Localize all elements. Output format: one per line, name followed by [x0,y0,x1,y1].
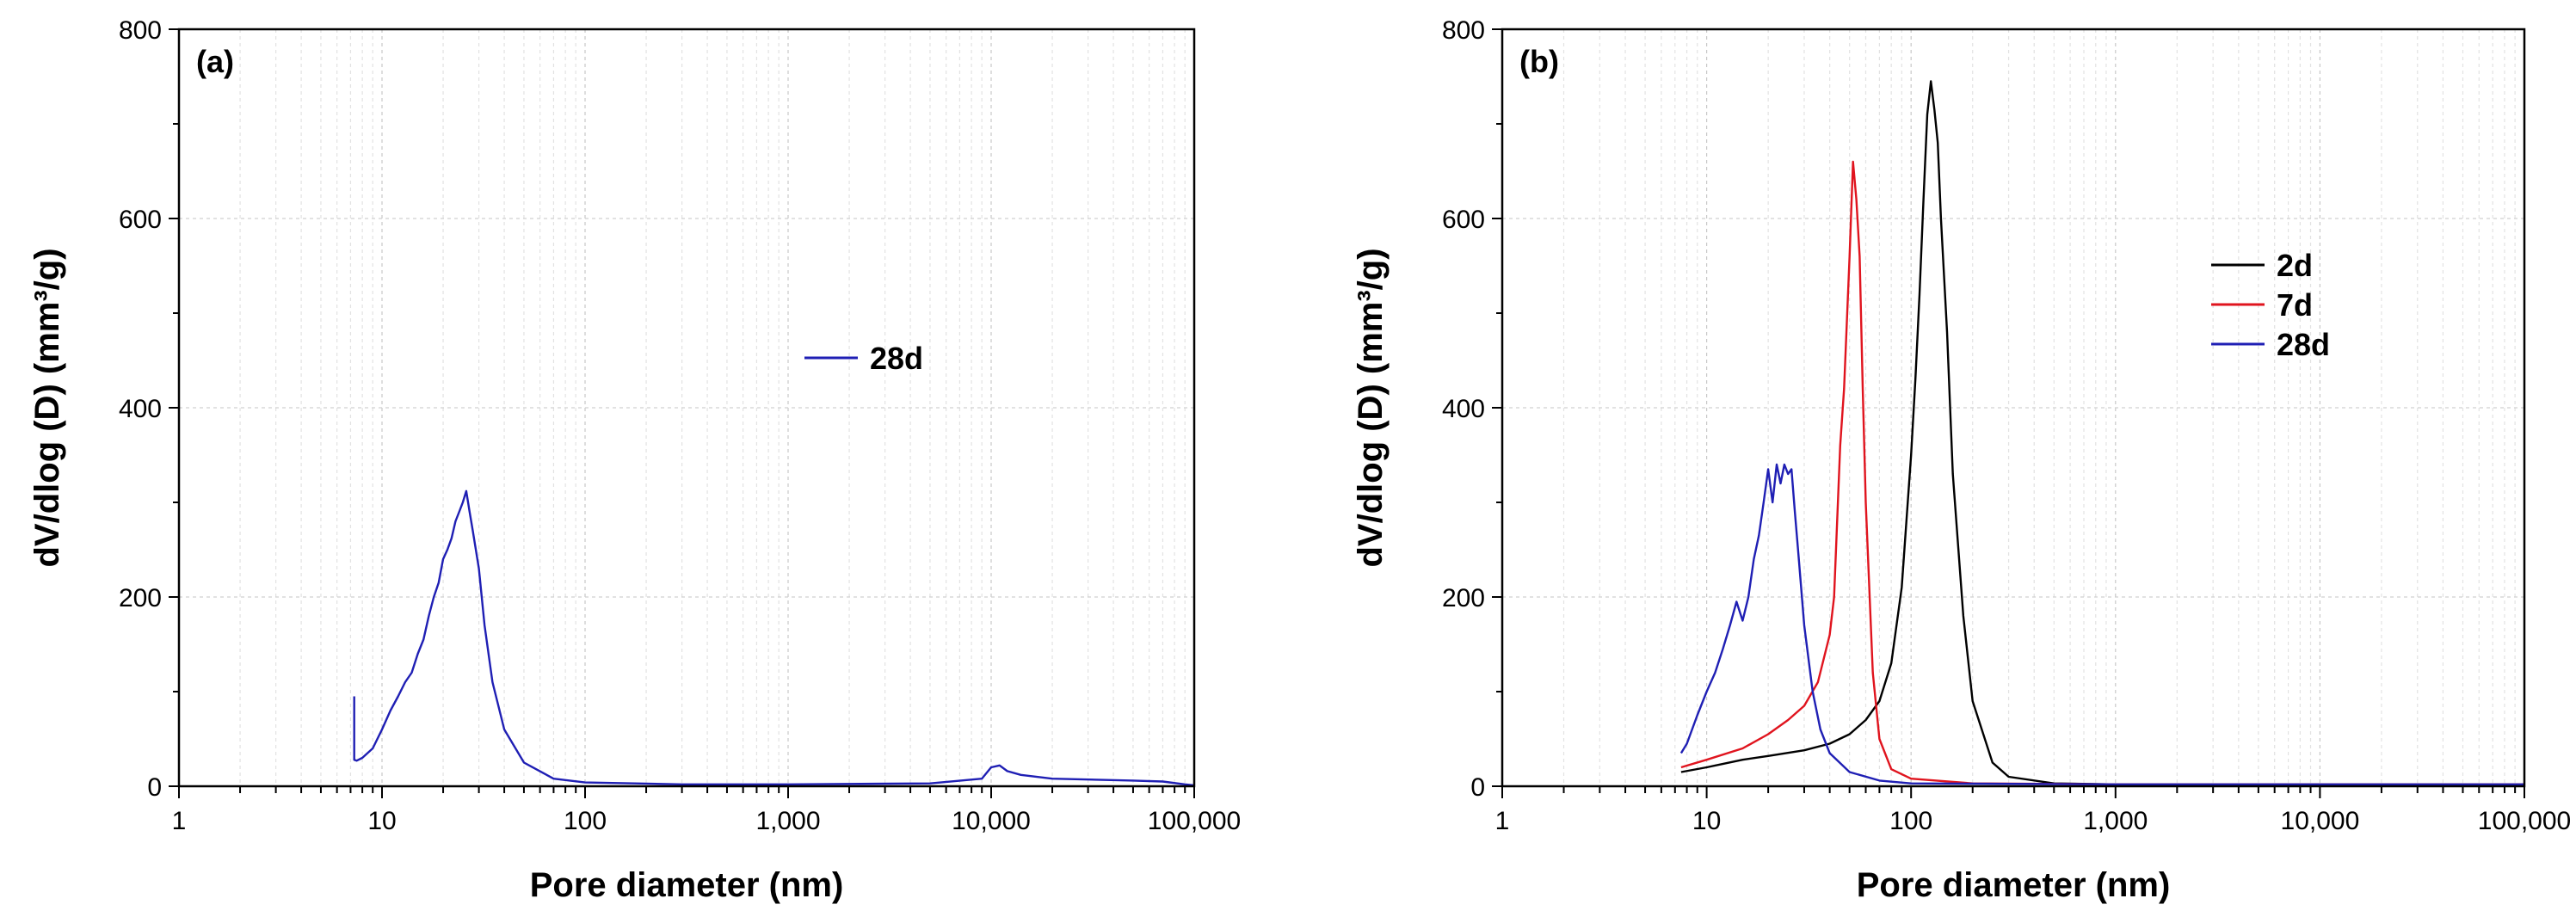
legend: 2d 7d 28d [2211,248,2330,362]
x-axis-label: Pore diameter (nm) [1857,866,2171,904]
x-tick-label: 100 [1889,807,1932,835]
series-line-28d [1679,463,2524,785]
chart-panel-0: 1 10 100 1,000 10,000 100,000 0 200 400 600 800 Por… [28,16,1241,904]
panel-label: (b) [1519,44,1559,79]
grid [1502,29,2524,786]
y-tick-label: 800 [119,16,162,45]
y-axis-label: dV/dlog (D) (mm³/g) [28,248,66,567]
x-tick-label: 10,000 [2281,807,2360,835]
panel-label: (a) [196,44,234,79]
legend: 28d [804,341,923,376]
legend-label: 28d [2277,327,2330,362]
x-tick-label: 100,000 [2478,807,2571,835]
legend-label: 28d [870,341,923,376]
x-tick-label: 100 [564,807,607,835]
y-tick-label: 600 [119,206,162,234]
legend-label: 2d [2277,248,2313,283]
y-tick-label: 400 [119,395,162,423]
x-tick-label: 10 [367,807,396,835]
y-tick-label: 200 [1442,584,1485,612]
x-tick-label: 1,000 [755,807,820,835]
chart-panel-1: 1 10 100 1,000 10,000 100,000 0 200 400 600 800 Por… [1352,16,2571,904]
y-tick-label: 600 [1442,206,1485,234]
x-tick-label: 1 [172,807,187,835]
x-tick-label: 100,000 [1148,807,1241,835]
x-axis-label: Pore diameter (nm) [530,866,844,904]
y-tick-label: 0 [1470,773,1485,802]
y-tick-label: 400 [1442,395,1485,423]
series-line-7d [1680,160,2524,785]
x-tick-label: 1,000 [2083,807,2148,835]
series-line-2d [1680,80,2524,785]
y-axis-label: dV/dlog (D) (mm³/g) [1352,248,1390,567]
series-line-28d [353,489,1195,787]
y-tick-label: 200 [119,584,162,612]
x-tick-label: 10 [1692,807,1721,835]
x-tick-label: 10,000 [952,807,1031,835]
grid [179,29,1194,786]
y-tick-label: 800 [1442,16,1485,45]
y-tick-label: 0 [147,773,162,802]
legend-label: 7d [2277,287,2313,323]
x-tick-label: 1 [1495,807,1510,835]
